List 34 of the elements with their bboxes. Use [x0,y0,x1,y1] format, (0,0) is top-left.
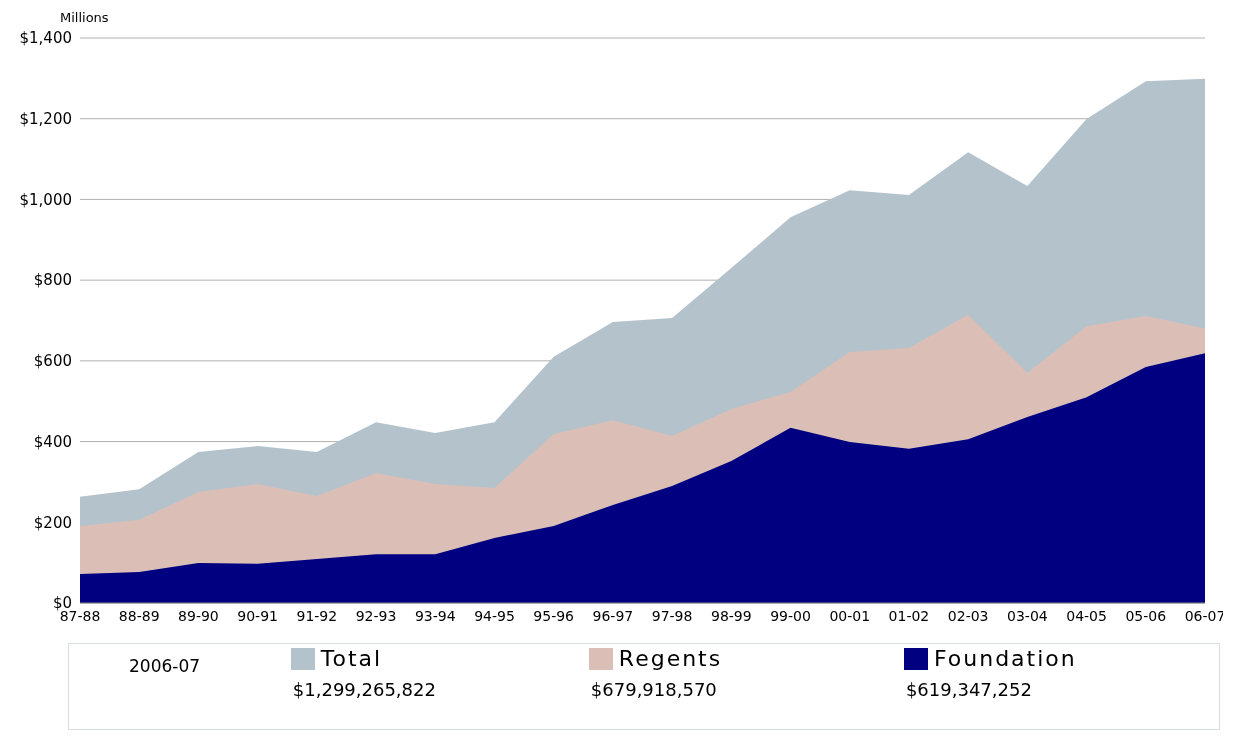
legend-label: Regents [618,646,723,671]
x-tick-label: 05-06 [1125,607,1167,624]
x-tick-label: 89-90 [178,607,219,624]
x-tick-label: 88-89 [118,607,160,624]
x-tick-label: 99-00 [770,607,811,624]
text: $619,347,252 [904,678,1033,700]
y-tick-label: $1,000 [19,190,72,209]
x-tick-label: 02-03 [947,607,989,624]
x-tick-label: 01-02 [888,607,930,624]
x-tick-label: 03-04 [1007,607,1048,624]
y-tick-label: $200 [33,513,72,532]
x-tick-label: 92-93 [355,607,397,624]
x-tick-label: 91-92 [296,607,338,624]
y-tick-label: $400 [33,432,72,451]
text: $1,299,265,822 [291,678,437,700]
legend-title: 2006-07 [128,655,202,678]
x-tick-label: 98-99 [710,607,752,624]
x-tick-label: 95-96 [533,607,575,624]
x-tick-label: 00-01 [829,607,871,624]
y-tick-label: $800 [33,271,72,290]
x-tick-label: 04-05 [1066,607,1107,624]
x-tick-label: 90-91 [237,607,278,624]
y-axis-title: Millions [60,10,109,25]
y-tick-label: $600 [33,352,72,371]
text: $679,918,570 [589,678,718,700]
x-tick-label: 96-97 [592,607,634,624]
legend-label: Total [320,646,383,671]
x-tick-label: 93-94 [414,607,456,624]
y-tick-label: $1,400 [19,29,72,48]
y-tick-label: $1,200 [19,110,72,129]
legend-label: Foundation [933,646,1077,671]
x-tick-label: 97-98 [651,607,693,624]
x-tick-label: 94-95 [474,607,515,624]
x-tick-label: 87-88 [59,607,101,624]
